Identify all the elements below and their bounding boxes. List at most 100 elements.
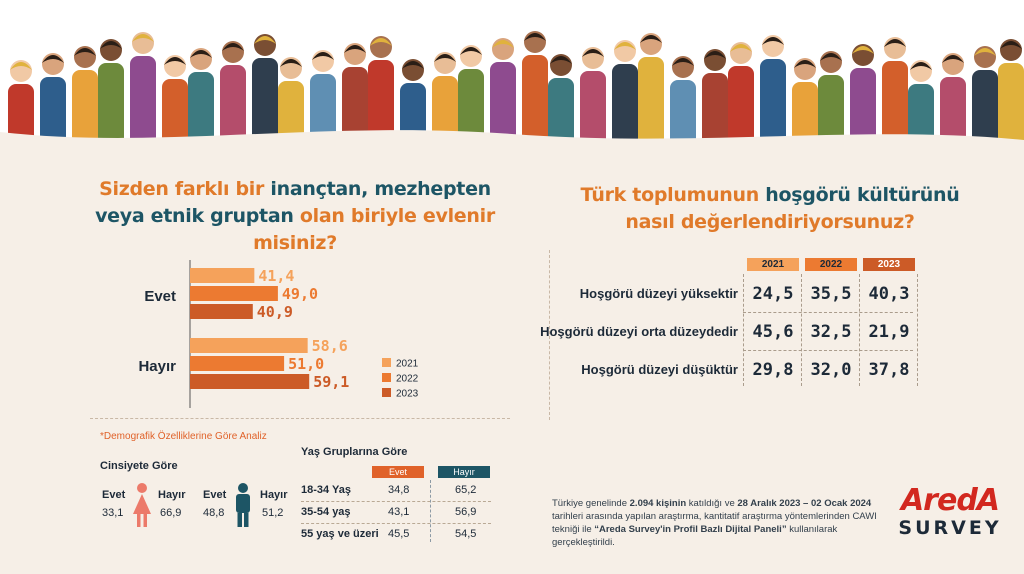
- person-figure: [130, 56, 156, 150]
- horizontal-divider: [90, 418, 510, 419]
- person-figure: [884, 39, 906, 47]
- table-divider: [859, 274, 860, 386]
- year-header-2021: 2021: [747, 258, 799, 271]
- person-figure: [312, 52, 334, 60]
- person-figure: [402, 61, 424, 69]
- person-figure: [670, 80, 696, 150]
- right-question-title: Türk toplumunun hoşgörü kültürünü nasıl …: [580, 184, 960, 233]
- person-figure: [370, 38, 392, 46]
- person-figure: [368, 60, 394, 150]
- left-question-title: Sizden farklı bir inançtan, mezhepten ve…: [95, 178, 495, 254]
- bar: [190, 304, 253, 319]
- age-row-divider: [301, 523, 491, 524]
- bar-value-label: 49,0: [282, 285, 318, 303]
- person-figure: [220, 65, 246, 150]
- marriage-bar-chart: Evet 41,449,040,9 Hayır 58,651,059,1 2021 202…: [138, 260, 419, 408]
- person-figure: [820, 53, 842, 61]
- bar-value-label: 51,0: [288, 355, 324, 373]
- person-figure: [458, 69, 484, 150]
- table-cell: 40,3: [868, 284, 910, 304]
- person-figure: [580, 71, 606, 150]
- age-row-hayir: 65,2: [455, 484, 477, 496]
- person-figure: [254, 36, 276, 44]
- person-figure: [10, 62, 32, 70]
- male-icon: [236, 483, 250, 527]
- person-figure: [188, 72, 214, 150]
- people-banner-illustration: [0, 0, 1024, 150]
- bar: [190, 356, 285, 371]
- person-figure: [614, 42, 636, 50]
- age-row-evet: 43,1: [388, 506, 410, 518]
- person-figure: [344, 45, 366, 53]
- table-divider: [743, 312, 913, 313]
- bar: [190, 286, 278, 301]
- person-figure: [852, 46, 874, 54]
- female-evet-label: Evet: [102, 489, 126, 501]
- year-header-2022: 2022: [805, 258, 857, 271]
- table-cell: 29,8: [752, 360, 794, 380]
- person-figure: [252, 58, 278, 150]
- person-figure: [8, 84, 34, 150]
- person-figure: [342, 67, 368, 150]
- person-figure: [908, 84, 934, 150]
- person-figure: [1000, 41, 1022, 49]
- female-hayir-value: 66,9: [160, 507, 182, 519]
- age-row-label: 18-34 Yaş: [301, 484, 351, 496]
- person-figure: [794, 60, 816, 68]
- person-figure: [164, 57, 186, 65]
- age-row-label: 35-54 yaş: [301, 506, 351, 518]
- age-row-evet: 45,5: [388, 528, 410, 540]
- year-header-2023: 2023: [863, 258, 915, 271]
- survey-methodology-note: Türkiye genelinde 2.094 kişinin katıldığ…: [552, 498, 877, 548]
- male-evet-value: 48,8: [203, 507, 225, 519]
- person-figure: [728, 66, 754, 150]
- legend-label: 2023: [396, 389, 419, 400]
- female-icon: [133, 483, 151, 527]
- person-figure: [850, 68, 876, 150]
- person-figure: [730, 44, 752, 52]
- person-figure: [280, 59, 302, 67]
- category-label: Hayır: [138, 358, 176, 375]
- person-figure: [98, 63, 124, 150]
- person-figure: [42, 55, 64, 63]
- person-figure: [460, 47, 482, 55]
- bar-value-label: 41,4: [258, 267, 294, 285]
- table-divider: [743, 274, 744, 386]
- bar-value-label: 58,6: [312, 337, 348, 355]
- table-divider: [801, 274, 802, 386]
- person-figure: [522, 55, 548, 150]
- category-label: Evet: [144, 288, 176, 305]
- age-section-title: Yaş Gruplarına Göre: [301, 446, 408, 458]
- male-hayir-value: 51,2: [262, 507, 284, 519]
- table-divider: [743, 350, 913, 351]
- person-figure: [434, 54, 456, 62]
- legend-swatch: [382, 373, 391, 382]
- table-row-label: Hoşgörü düzeyi yüksektir: [579, 286, 738, 301]
- person-figure: [162, 79, 188, 150]
- person-figure: [940, 77, 966, 150]
- age-column-divider: [430, 480, 431, 542]
- age-row-hayir: 56,9: [455, 506, 477, 518]
- legend-swatch: [382, 388, 391, 397]
- person-figure: [762, 37, 784, 45]
- person-figure: [548, 78, 574, 150]
- legend-swatch: [382, 358, 391, 367]
- person-figure: [672, 58, 694, 66]
- person-figure: [704, 51, 726, 59]
- female-evet-value: 33,1: [102, 507, 124, 519]
- person-figure: [72, 70, 98, 150]
- bar: [190, 374, 310, 389]
- person-figure: [550, 56, 572, 64]
- person-figure: [910, 62, 932, 70]
- person-figure: [492, 40, 514, 48]
- male-hayir-label: Hayır: [260, 489, 288, 501]
- age-hayir-header: Hayır: [438, 466, 490, 478]
- person-figure: [792, 82, 818, 150]
- person-figure: [612, 64, 638, 150]
- table-row-label: Hoşgörü düzeyi orta düzeydedir: [540, 324, 738, 339]
- person-figure: [190, 50, 212, 58]
- table-cell: 32,0: [810, 360, 852, 380]
- bar: [190, 338, 308, 353]
- person-figure: [702, 73, 728, 150]
- person-figure: [818, 75, 844, 150]
